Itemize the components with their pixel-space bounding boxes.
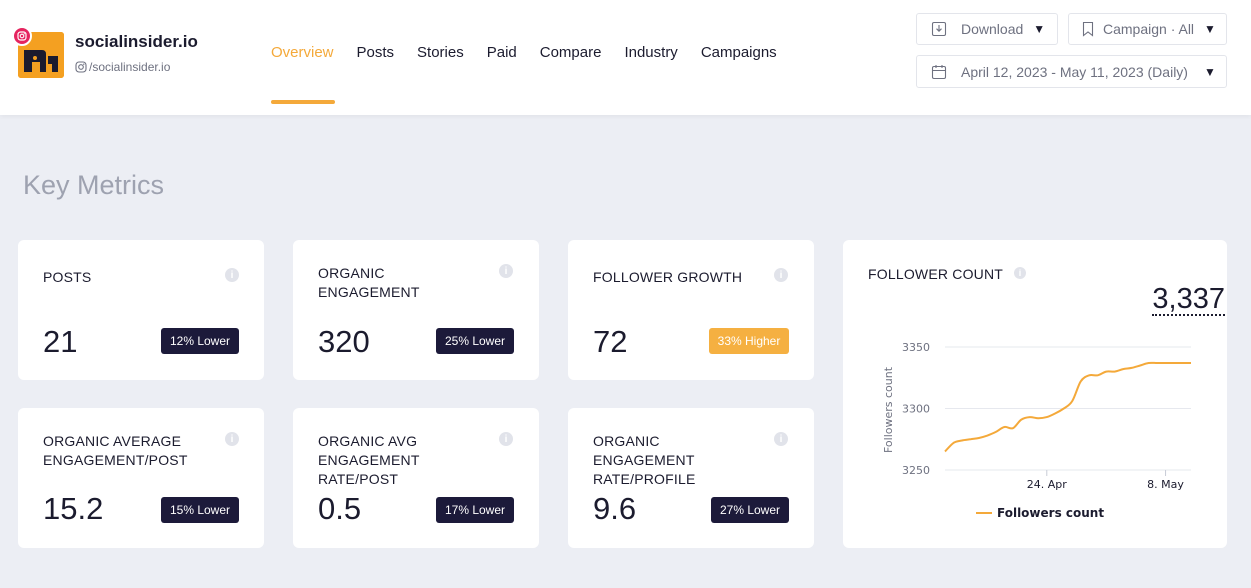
tab-stories[interactable]: Stories: [417, 44, 464, 61]
info-icon[interactable]: i: [225, 432, 239, 446]
metric-card-organic-engagement-rate-profile: ORGANIC ENGAGEMENT RATE/PROFILE i 9.6 27…: [568, 408, 814, 548]
date-range-picker[interactable]: April 12, 2023 - May 11, 2023 (Daily) ▼: [916, 55, 1227, 88]
tab-posts[interactable]: Posts: [356, 44, 395, 61]
metric-title: ORGANIC ENGAGEMENT RATE/PROFILE: [593, 433, 696, 487]
download-icon: [931, 21, 947, 37]
metric-value: 0.5: [318, 491, 362, 526]
metric-card-organic-engagement: ORGANIC ENGAGEMENT i 320 25% Lower: [293, 240, 539, 380]
instagram-outline-icon: [75, 61, 87, 73]
download-label: Download: [961, 21, 1024, 37]
metric-card-organic-avg-engagement-rate-post: ORGANIC AVG ENGAGEMENT RATE/POST i 0.5 1…: [293, 408, 539, 548]
y-tick-label: 3250: [902, 464, 930, 477]
metric-value: 320: [318, 324, 370, 359]
metric-card-posts: POSTS i 21 12% Lower: [18, 240, 264, 380]
comparison-badge: 27% Lower: [711, 497, 789, 523]
comparison-badge: 33% Higher: [709, 328, 789, 354]
campaign-dropdown[interactable]: Campaign · All ▼: [1068, 13, 1227, 45]
y-tick-label: 3300: [902, 403, 930, 416]
legend[interactable]: Followers count: [976, 506, 1104, 520]
profile-avatar[interactable]: [12, 26, 66, 80]
comparison-badge: 12% Lower: [161, 328, 239, 354]
follower-count-value: 3,337: [1152, 283, 1225, 316]
chevron-down-icon: ▼: [1203, 64, 1216, 79]
chevron-down-icon: ▼: [1204, 22, 1216, 36]
metric-title: ORGANIC AVG ENGAGEMENT RATE/POST: [318, 433, 420, 487]
tab-paid[interactable]: Paid: [486, 44, 517, 61]
x-tick-label: 8. May: [1147, 478, 1184, 491]
tab-compare[interactable]: Compare: [539, 44, 602, 61]
tab-industry[interactable]: Industry: [624, 44, 678, 61]
metric-title: ORGANIC AVERAGE ENGAGEMENT/POST: [43, 433, 188, 468]
legend-label: Followers count: [997, 506, 1104, 520]
brand-name: socialinsider.io: [75, 32, 198, 51]
info-icon[interactable]: i: [499, 264, 513, 278]
metric-card-follower-growth: FOLLOWER GROWTH i 72 33% Higher: [568, 240, 814, 380]
campaign-label: Campaign · All: [1103, 21, 1195, 37]
y-tick-label: 3350: [902, 341, 930, 354]
brand-handle[interactable]: /socialinsider.io: [75, 60, 170, 74]
follower-count-title: FOLLOWER COUNT: [868, 266, 1004, 282]
info-icon[interactable]: i: [499, 432, 513, 446]
metric-value: 21: [43, 324, 78, 359]
metric-value: 72: [593, 324, 628, 359]
chevron-down-icon: ▼: [1033, 22, 1046, 36]
top-header: socialinsider.io /socialinsider.io Overv…: [0, 0, 1251, 115]
main-nav: Overview Posts Stories Paid Compare Indu…: [271, 44, 777, 61]
active-tab-indicator: [271, 100, 335, 104]
metric-card-organic-average-engagement-post: ORGANIC AVERAGE ENGAGEMENT/POST i 15.2 1…: [18, 408, 264, 548]
download-button[interactable]: Download ▼: [916, 13, 1058, 45]
date-range-label: April 12, 2023 - May 11, 2023 (Daily): [961, 63, 1188, 80]
calendar-icon: [931, 64, 947, 79]
metric-value: 15.2: [43, 491, 104, 526]
section-title: Key Metrics: [23, 170, 165, 200]
tab-overview[interactable]: Overview: [271, 44, 334, 61]
follower-count-card: FOLLOWER COUNT i: [843, 240, 1227, 548]
info-icon[interactable]: i: [1014, 267, 1026, 279]
x-tick-label: 24. Apr: [1027, 478, 1067, 491]
metric-value: 9.6: [593, 491, 637, 526]
info-icon[interactable]: i: [225, 268, 239, 282]
comparison-badge: 15% Lower: [161, 497, 239, 523]
metric-title: FOLLOWER GROWTH: [593, 269, 743, 285]
brand-handle-text: /socialinsider.io: [89, 60, 171, 74]
bookmark-icon: [1082, 21, 1094, 37]
comparison-badge: 17% Lower: [436, 497, 514, 523]
follower-count-chart: 3250 3300 3350 24. Apr 8. May Followers cou…: [882, 341, 1191, 520]
info-icon[interactable]: i: [774, 268, 788, 282]
info-icon[interactable]: i: [774, 432, 788, 446]
y-axis-label: Followers count: [882, 366, 895, 453]
series-line-followers-count: [944, 361, 1191, 453]
metric-title: ORGANIC ENGAGEMENT: [318, 265, 420, 300]
comparison-badge: 25% Lower: [436, 328, 514, 354]
instagram-icon: [12, 26, 32, 46]
tab-campaigns[interactable]: Campaigns: [700, 44, 777, 61]
metric-title: POSTS: [43, 269, 92, 285]
